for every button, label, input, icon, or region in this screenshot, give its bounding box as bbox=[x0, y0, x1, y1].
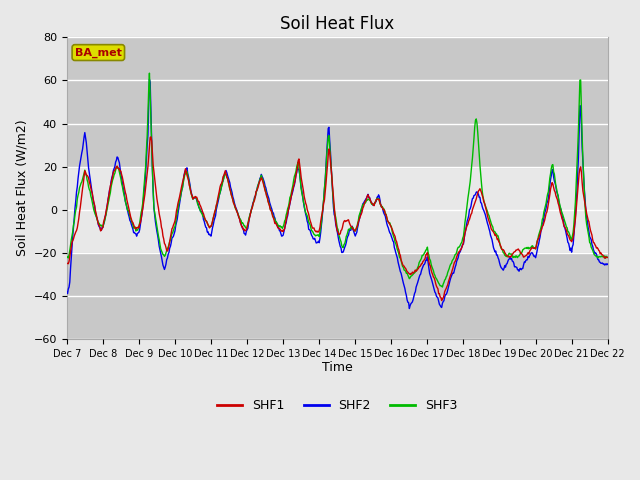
Title: Soil Heat Flux: Soil Heat Flux bbox=[280, 15, 394, 33]
Bar bbox=[67, 37, 608, 167]
Legend: SHF1, SHF2, SHF3: SHF1, SHF2, SHF3 bbox=[212, 394, 462, 417]
X-axis label: Time: Time bbox=[322, 361, 353, 374]
Text: BA_met: BA_met bbox=[75, 48, 122, 58]
Y-axis label: Soil Heat Flux (W/m2): Soil Heat Flux (W/m2) bbox=[15, 120, 28, 256]
Bar bbox=[67, 253, 608, 339]
